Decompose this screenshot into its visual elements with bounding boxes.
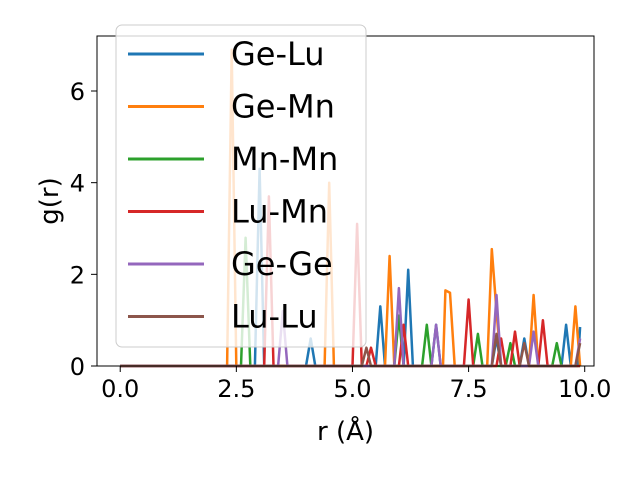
legend-label: Ge-Ge [231,245,333,283]
y-axis: 0 2 4 6 [70,78,97,381]
y-tick-label: 4 [70,170,85,198]
legend: Ge-Lu Ge-Mn Mn-Mn Lu-Mn Ge-Ge Lu-Lu [115,24,367,348]
x-tick-label: 5.0 [333,375,371,403]
y-tick-label: 0 [70,353,85,381]
x-tick-label: 0.0 [101,375,139,403]
x-axis-label: r (Å) [317,415,374,447]
y-tick-label: 2 [70,261,85,289]
legend-label: Ge-Mn [231,88,335,126]
series-line-ge-ge [120,286,582,368]
legend-item-lu-lu: Lu-Lu [128,298,318,336]
x-tick-label: 7.5 [450,375,488,403]
y-axis-label: g(r) [35,177,65,224]
legend-item-lu-mn: Lu-Mn [128,193,328,231]
x-axis: 0.0 2.5 5.0 7.5 10.0 [101,366,611,403]
legend-item-ge-mn: Ge-Mn [128,88,335,126]
legend-label: Mn-Mn [231,140,338,178]
y-tick-label: 6 [70,78,85,106]
legend-item-ge-lu: Ge-Lu [128,35,325,73]
legend-item-ge-ge: Ge-Ge [128,245,333,283]
legend-label: Ge-Lu [231,35,325,73]
legend-label: Lu-Mn [231,193,328,231]
legend-label: Lu-Lu [231,298,318,336]
x-tick-label: 2.5 [217,375,255,403]
legend-item-mn-mn: Mn-Mn [128,140,338,178]
x-tick-label: 10.0 [558,375,611,403]
